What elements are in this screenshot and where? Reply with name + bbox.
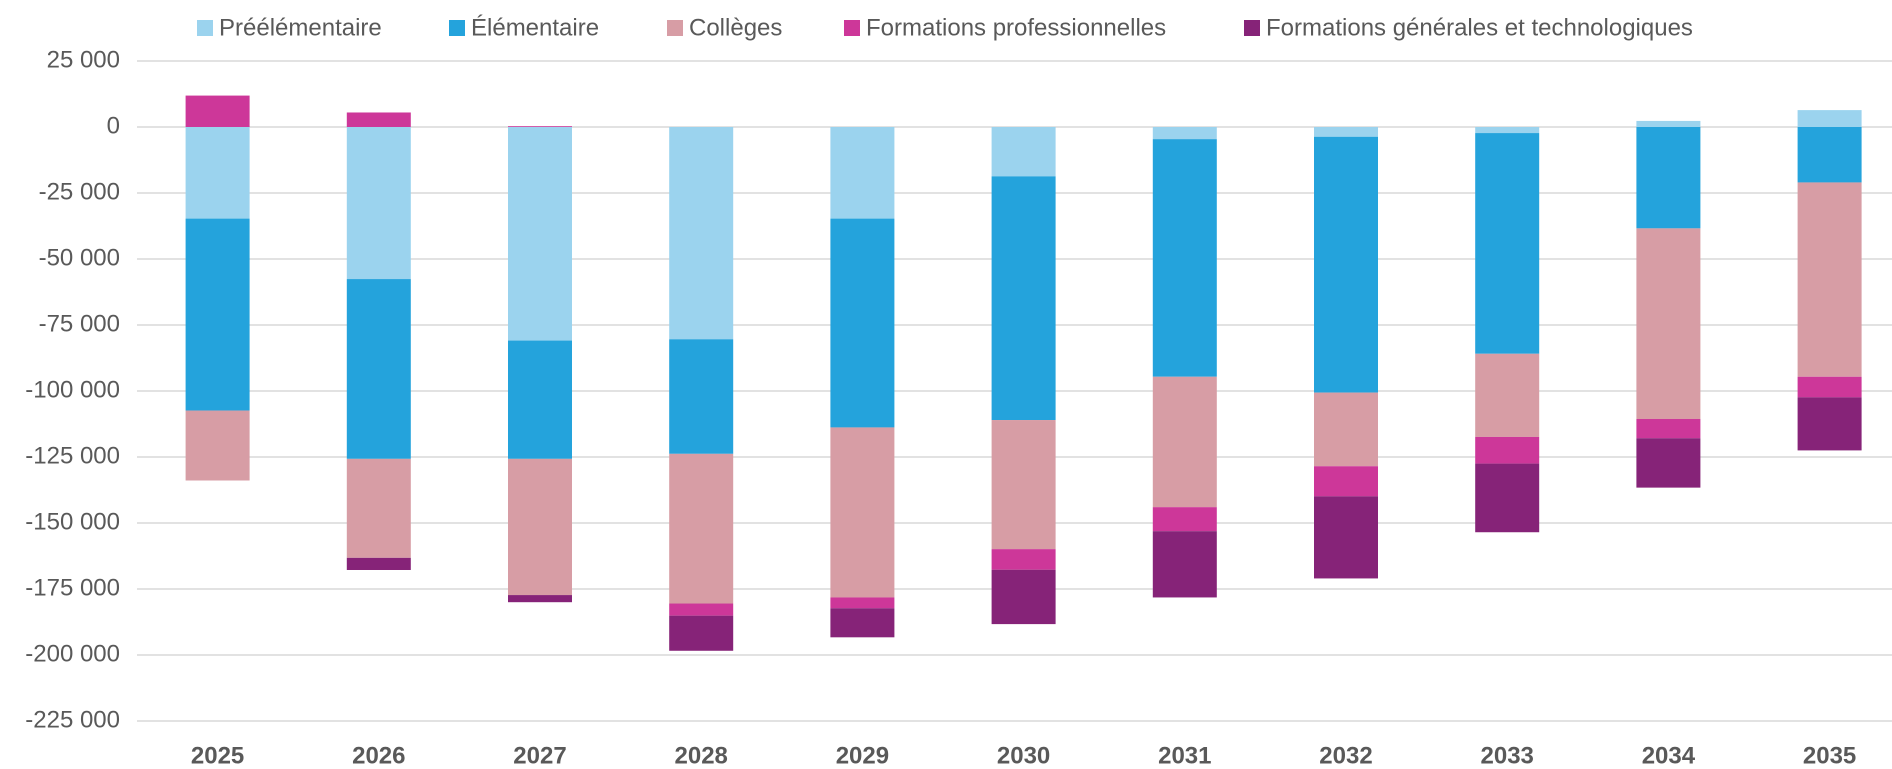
bar-segment	[830, 427, 895, 598]
bar-segment	[508, 595, 572, 603]
bar-segment	[1314, 466, 1378, 497]
x-tick-label: 2032	[1319, 742, 1372, 769]
bar-segment	[1314, 496, 1378, 579]
x-tick-label: 2033	[1481, 742, 1534, 769]
x-tick-label: 2029	[836, 742, 889, 769]
y-tick-label: -100 000	[25, 376, 120, 403]
bar-segment	[1314, 392, 1378, 467]
bar-segment	[185, 218, 250, 411]
bar-segment	[1797, 127, 1862, 183]
y-tick-label: -175 000	[25, 574, 120, 601]
bar-segment	[1475, 133, 1540, 354]
bar-segment	[1475, 436, 1540, 464]
x-tick-label: 2034	[1642, 742, 1696, 769]
bar-segment	[1797, 110, 1862, 127]
bar-segment	[1152, 127, 1217, 140]
y-tick-label: -150 000	[25, 508, 120, 535]
x-tick-label: 2025	[191, 742, 244, 769]
bar-segment	[1636, 127, 1701, 229]
bar-segment	[1797, 182, 1862, 377]
bar-segment	[1152, 507, 1217, 532]
bar-segment	[1152, 139, 1217, 377]
bar-segment	[669, 615, 734, 651]
y-tick-label: -125 000	[25, 442, 120, 469]
y-tick-label: -50 000	[39, 244, 120, 271]
bar-segment	[830, 127, 895, 219]
bar-segment	[991, 176, 1056, 421]
y-tick-label: -225 000	[25, 706, 120, 733]
bar-segment	[1475, 127, 1540, 134]
x-tick-label: 2028	[675, 742, 728, 769]
bar-segment	[1636, 418, 1701, 439]
bar-segment	[185, 95, 250, 127]
legend-label: Élémentaire	[471, 14, 599, 41]
bar-segment	[669, 453, 734, 604]
x-tick-label: 2027	[513, 742, 566, 769]
legend-swatch	[667, 20, 683, 36]
y-tick-label: 0	[107, 112, 120, 139]
x-tick-label: 2030	[997, 742, 1050, 769]
bar-segment	[346, 127, 411, 280]
bar-segment	[669, 603, 734, 616]
y-tick-label: -200 000	[25, 640, 120, 667]
x-tick-label: 2026	[352, 742, 405, 769]
legend-label: Préélémentaire	[219, 14, 382, 41]
y-tick-label: -75 000	[39, 310, 120, 337]
bar-segment	[346, 279, 411, 459]
legend-swatch	[197, 20, 213, 36]
x-tick-label: 2031	[1158, 742, 1211, 769]
legend-swatch	[449, 20, 465, 36]
y-tick-label: -25 000	[39, 178, 120, 205]
bar-segment	[508, 126, 572, 127]
bar-segment	[991, 420, 1056, 550]
bar-segment	[1636, 438, 1701, 488]
bar-segment	[1636, 120, 1701, 127]
bar-segment	[185, 410, 250, 481]
bar-segment	[991, 569, 1056, 625]
bar-segment	[1797, 397, 1862, 451]
bar-segment	[508, 127, 572, 341]
bar-segment	[1475, 463, 1540, 533]
bar-segment	[1152, 531, 1217, 598]
bar-segment	[669, 339, 734, 454]
bar-segment	[1475, 353, 1540, 437]
bar-segment	[991, 127, 1056, 177]
bar-segment	[1314, 136, 1378, 393]
bar-segment	[346, 112, 411, 127]
bar-segment	[830, 597, 895, 609]
x-tick-label: 2035	[1803, 742, 1856, 769]
bar-segment	[669, 127, 734, 340]
y-tick-label: 25 000	[47, 46, 120, 73]
legend-label: Collèges	[689, 14, 782, 41]
legend-swatch	[1244, 20, 1260, 36]
bar-segment	[1314, 127, 1378, 137]
bar-segment	[346, 458, 411, 558]
bar-segment	[508, 458, 572, 596]
bar-segment	[991, 549, 1056, 570]
bar-segment	[830, 608, 895, 638]
legend-swatch	[844, 20, 860, 36]
bar-segment	[508, 340, 572, 459]
legend-label: Formations professionnelles	[866, 14, 1166, 41]
bar-segment	[1797, 376, 1862, 398]
bar-segment	[1636, 228, 1701, 419]
bar-segment	[830, 218, 895, 428]
bar-segment	[346, 557, 411, 570]
legend-label: Formations générales et technologiques	[1266, 14, 1693, 41]
bar-segment	[1152, 376, 1217, 508]
bar-segment	[185, 127, 250, 219]
